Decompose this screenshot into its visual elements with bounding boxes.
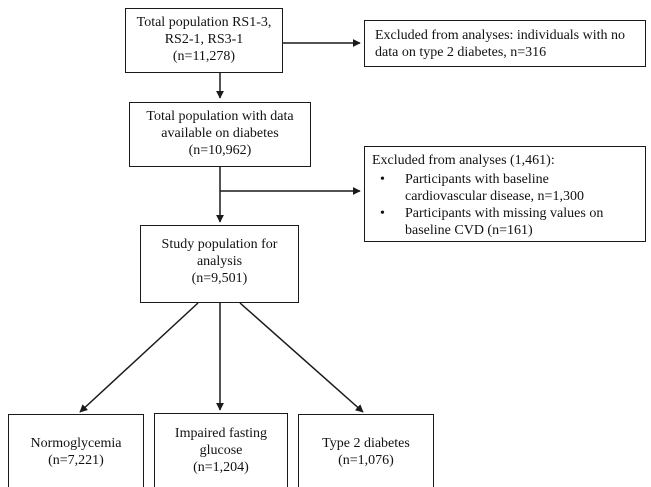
study-population-line-1: Study population for [161, 237, 278, 252]
excluded-2-title: Excluded from analyses (1,461): [372, 153, 555, 168]
total-population-line-3: (n=11,278) [172, 49, 236, 64]
bullet-marker: • [380, 206, 385, 221]
excluded-2-bullet-2-line-1: Participants with missing values on [405, 206, 604, 221]
excluded-2-bullet-list: • Participants with baseline cardiovascu… [372, 171, 645, 239]
excluded-2-bullet-1-line-1: Participants with baseline [405, 172, 549, 187]
bullet-marker: • [380, 172, 385, 187]
total-population-line-2: RS2-1, RS3-1 [164, 32, 244, 47]
excluded-2-bullet-1-line-2: cardiovascular disease, n=1,300 [405, 189, 584, 204]
study-population-box: Study population for analysis (n=9,501) [140, 225, 299, 303]
diabetes-data-line-3: (n=10,962) [188, 143, 252, 158]
t2d-count: (n=1,076) [338, 453, 394, 468]
arrow-to-t2d [239, 302, 364, 413]
diabetes-data-line-2: available on diabetes [161, 126, 279, 141]
diabetes-data-line-1: Total population with data [146, 109, 294, 124]
excluded-1-line-1: Excluded from analyses: individuals with… [375, 28, 626, 43]
t2d-label: Type 2 diabetes [322, 436, 410, 451]
excluded-2-bullet-2-line-2: baseline CVD (n=161) [405, 223, 533, 238]
impaired-fasting-glucose-box: Impaired fasting glucose (n=1,204) [154, 413, 288, 487]
excluded-2-bullet-2: • Participants with missing values on ba… [372, 205, 645, 239]
excluded-cvd-box: Excluded from analyses (1,461): • Partic… [364, 146, 646, 242]
ifg-line-2: glucose [199, 443, 243, 458]
total-population-box: Total population RS1-3, RS2-1, RS3-1 (n=… [125, 8, 283, 73]
normoglycemia-box: Normoglycemia (n=7,221) [8, 414, 144, 487]
ifg-count: (n=1,204) [193, 460, 249, 475]
study-population-line-2: analysis [196, 254, 243, 269]
excluded-1-line-2: data on type 2 diabetes, n=316 [375, 45, 547, 60]
study-population-line-3: (n=9,501) [191, 271, 248, 286]
diabetes-data-box: Total population with data available on … [129, 102, 311, 167]
excluded-2-bullet-1: • Participants with baseline cardiovascu… [372, 171, 645, 205]
arrow-to-normoglycemia [79, 302, 199, 413]
normoglycemia-count: (n=7,221) [48, 453, 104, 468]
ifg-line-1: Impaired fasting [174, 426, 268, 441]
excluded-missing-diabetes-box: Excluded from analyses: individuals with… [364, 20, 646, 67]
normoglycemia-label: Normoglycemia [30, 436, 122, 451]
type-2-diabetes-box: Type 2 diabetes (n=1,076) [298, 414, 434, 487]
total-population-line-1: Total population RS1-3, [136, 15, 272, 30]
